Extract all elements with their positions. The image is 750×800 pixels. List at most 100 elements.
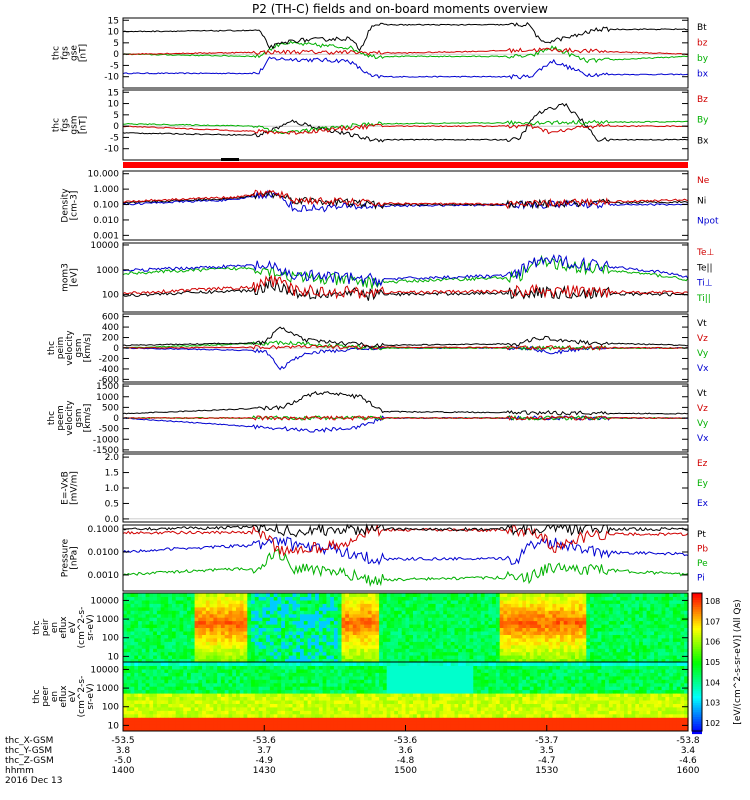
spectrogram-cell	[590, 596, 595, 601]
spectrogram-cell	[296, 596, 301, 601]
spectrogram-cell	[431, 644, 437, 649]
spectrogram-cell	[333, 596, 339, 601]
spectrogram-cell	[533, 631, 538, 635]
spectrogram-cell	[631, 655, 636, 660]
spectrogram-cell	[428, 641, 433, 646]
spectrogram-cell	[401, 610, 407, 615]
spectrogram-cell	[469, 641, 474, 646]
spectrogram-cell	[262, 717, 267, 722]
spectrogram-cell	[575, 610, 580, 615]
spectrogram-cell	[446, 637, 452, 642]
spectrogram-cell	[123, 706, 128, 711]
spectrogram-cell	[450, 631, 456, 635]
spectrogram-cell	[303, 593, 309, 597]
spectrogram-cell	[352, 593, 358, 597]
spectrogram-cell	[349, 727, 354, 732]
spectrogram-cell	[371, 593, 376, 597]
spectrogram-cell	[360, 655, 365, 660]
spectrogram-cell	[262, 641, 267, 646]
spectrogram-cell	[443, 682, 448, 687]
spectrogram-cell	[288, 620, 294, 625]
y-axis-label: en	[50, 622, 60, 633]
spectrogram-cell	[646, 658, 651, 663]
spectrogram-cell	[262, 689, 267, 694]
spectrogram-cell	[416, 644, 422, 649]
spectrogram-cell	[345, 610, 350, 615]
spectrogram-cell	[269, 675, 275, 680]
spectrogram-cell	[236, 672, 241, 677]
spectrogram-cell	[398, 596, 403, 601]
spectrogram-cell	[254, 634, 260, 639]
spectrogram-cell	[556, 624, 561, 628]
spectrogram-cell	[164, 727, 169, 732]
spectrogram-cell	[405, 662, 410, 666]
spectrogram-cell	[413, 610, 418, 615]
spectrogram-cell	[179, 700, 184, 704]
spectrogram-cell	[258, 710, 263, 715]
spectrogram-cell	[511, 651, 516, 656]
spectrogram-cell	[326, 648, 331, 653]
spectrogram-cell	[326, 593, 331, 597]
spectrogram-cell	[446, 662, 452, 666]
spectrogram-cell	[145, 724, 150, 729]
spectrogram-cell	[473, 624, 478, 628]
spectrogram-cell	[375, 686, 380, 691]
spectrogram-cell	[612, 617, 618, 622]
spectrogram-cell	[624, 637, 629, 642]
spectrogram-cell	[307, 606, 312, 611]
spectrogram-cell	[529, 631, 535, 635]
spectrogram-cell	[145, 668, 150, 673]
spectrogram-cell	[141, 672, 147, 677]
spectrogram-cell	[526, 655, 531, 660]
spectrogram-cell	[446, 675, 452, 680]
spectrogram-cell	[405, 689, 410, 694]
legend-Vt: Vt	[697, 389, 707, 399]
spectrogram-cell	[194, 689, 199, 694]
spectrogram-cell	[431, 596, 437, 601]
spectrogram-cell	[198, 617, 203, 622]
spectrogram-cell	[642, 610, 648, 615]
spectrogram-cell	[149, 710, 154, 715]
spectrogram-cell	[217, 644, 222, 649]
spectrogram-cell	[379, 710, 384, 715]
spectrogram-cell	[661, 599, 666, 604]
spectrogram-cell	[251, 603, 256, 608]
spectrogram-cell	[269, 627, 275, 632]
spectrogram-cell	[172, 648, 177, 653]
spectrogram-cell	[145, 606, 150, 611]
spectrogram-cell	[454, 637, 459, 642]
spectrogram-cell	[514, 648, 520, 653]
spectrogram-cell	[262, 720, 267, 725]
spectrogram-cell	[187, 644, 192, 649]
spectrogram-cell	[292, 599, 297, 604]
spectrogram-cell	[578, 603, 584, 608]
spectrogram-cell	[616, 637, 621, 642]
spectrogram-cell	[277, 703, 282, 708]
spectrogram-cell	[224, 620, 230, 625]
spectrogram-cell	[612, 631, 618, 635]
spectrogram-cell	[462, 634, 467, 639]
spectrogram-cell	[631, 641, 636, 646]
spectrogram-cell	[669, 624, 674, 628]
spectrogram-cell	[217, 593, 222, 597]
spectrogram-cell	[213, 724, 218, 729]
spectrogram-cell	[529, 617, 535, 622]
spectrogram-cell	[333, 713, 339, 718]
spectrogram-cell	[258, 603, 263, 608]
spectrogram-cell	[285, 655, 290, 660]
spectrogram-cell	[379, 606, 384, 611]
spectrogram-cell	[522, 606, 527, 611]
spectrogram-cell	[401, 724, 407, 729]
spectrogram-cell	[217, 620, 222, 625]
spectrogram-cell	[126, 693, 132, 697]
spectrogram-cell	[431, 668, 437, 673]
spectrogram-cell	[360, 658, 365, 663]
spectrogram-cell	[375, 675, 380, 680]
spectrogram-cell	[149, 593, 154, 597]
spectrogram-cell	[435, 651, 440, 656]
spectrogram-cell	[439, 599, 444, 604]
spectrogram-cell	[281, 631, 286, 635]
spectrogram-cell	[608, 596, 614, 601]
spectrogram-cell	[341, 644, 346, 649]
spectrogram-cell	[269, 706, 275, 711]
